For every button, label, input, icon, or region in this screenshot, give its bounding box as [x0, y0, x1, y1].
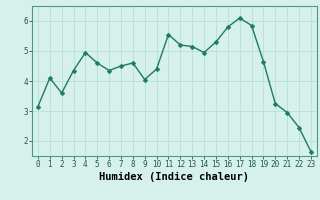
- X-axis label: Humidex (Indice chaleur): Humidex (Indice chaleur): [100, 172, 249, 182]
